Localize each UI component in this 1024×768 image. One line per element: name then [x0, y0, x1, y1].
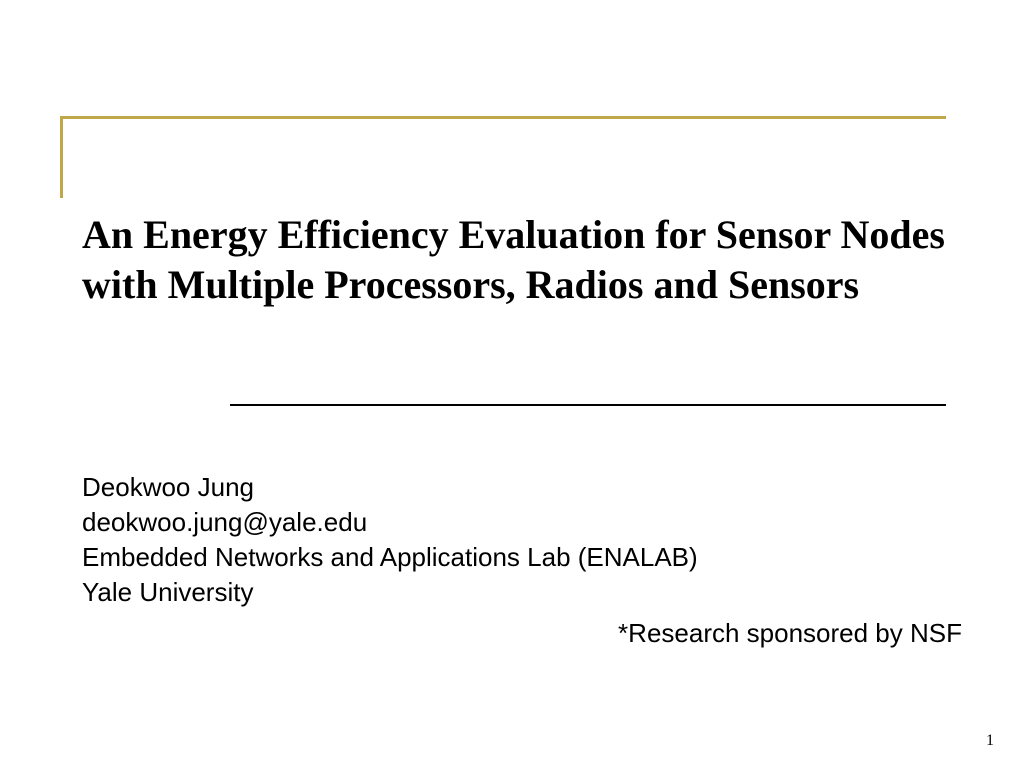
author-affiliation: Embedded Networks and Applications Lab (… [82, 540, 952, 575]
title-divider [230, 404, 946, 406]
accent-top-rule [60, 116, 946, 119]
slide: An Energy Efficiency Evaluation for Sens… [0, 0, 1024, 768]
slide-title: An Energy Efficiency Evaluation for Sens… [82, 210, 952, 310]
author-university: Yale University [82, 575, 952, 610]
author-block: Deokwoo Jung deokwoo.jung@yale.edu Embed… [82, 470, 952, 610]
author-email: deokwoo.jung@yale.edu [82, 505, 952, 540]
accent-left-rule [60, 116, 63, 198]
page-number: 1 [986, 732, 994, 750]
author-name: Deokwoo Jung [82, 470, 952, 505]
sponsor-note: *Research sponsored by NSF [618, 618, 962, 649]
